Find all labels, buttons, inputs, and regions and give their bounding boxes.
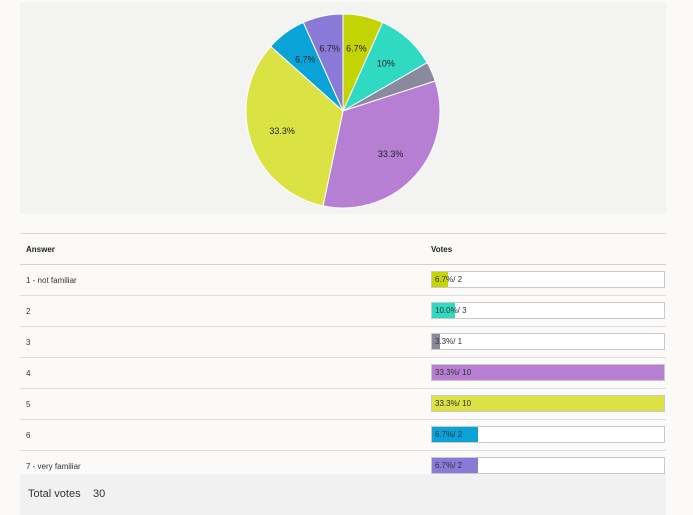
- total-votes-value: 30: [93, 488, 106, 500]
- table-row: 7 - very familiar 6.7%/ 2: [20, 451, 666, 481]
- pie-slice-label: 10%: [377, 59, 395, 69]
- vote-bar-text: 33.3%/ 10: [435, 368, 472, 377]
- table-body: 1 - not familiar 6.7%/ 2 2 10.0%/ 3 3 3.3%/ 1…: [20, 265, 666, 481]
- results-table: Answer Votes 1 - not familiar 6.7%/ 2 2 10.…: [20, 233, 666, 481]
- vote-bar: 6.7%/ 2: [431, 457, 665, 474]
- answer-label: 3: [26, 338, 31, 347]
- answer-label: 7 - very familiar: [26, 462, 81, 471]
- table-row: 5 33.3%/ 10: [20, 389, 666, 420]
- total-votes-panel: Total votes 30: [20, 474, 666, 515]
- pie-slice-label: 6.7%: [346, 43, 367, 53]
- answer-label: 5: [26, 400, 31, 409]
- vote-bar-text: 10.0%/ 3: [435, 306, 467, 315]
- pie-chart-panel: 6.7% 10% 33.3% 33.3% 6.7% 6.7%: [20, 2, 666, 214]
- vote-bar-fill: [432, 365, 664, 380]
- table-row: 2 10.0%/ 3: [20, 296, 666, 327]
- vote-bar-fill: [432, 303, 456, 318]
- vote-bar-text: 6.7%/ 2: [435, 461, 463, 470]
- vote-bar-text: 6.7%/ 2: [435, 275, 463, 284]
- table-row: 3 3.3%/ 1: [20, 327, 666, 358]
- vote-bar-text: 3.3%/ 1: [435, 337, 463, 346]
- answer-column-header: Answer: [26, 245, 55, 254]
- pie-slice-label: 6.7%: [319, 43, 340, 53]
- pie-slice-label: 33.3%: [269, 126, 295, 136]
- pie-slice-label: 6.7%: [295, 54, 316, 64]
- vote-bar: 33.3%/ 10: [431, 395, 665, 412]
- answer-label: 2: [26, 307, 31, 316]
- votes-column-header: Votes: [431, 245, 453, 254]
- vote-bar-fill: [432, 334, 440, 349]
- answer-label: 1 - not familiar: [26, 276, 77, 285]
- vote-bar: 33.3%/ 10: [431, 364, 665, 381]
- table-row: 6 6.7%/ 2: [20, 420, 666, 451]
- vote-bar-text: 6.7%/ 2: [435, 430, 463, 439]
- vote-bar: 3.3%/ 1: [431, 333, 665, 350]
- table-row: 4 33.3%/ 10: [20, 358, 666, 389]
- pie-slice: [302, 13, 344, 112]
- pie-slice: [322, 80, 441, 209]
- vote-bar: 6.7%/ 2: [431, 426, 665, 443]
- vote-bar-fill: [432, 458, 479, 473]
- answer-label: 4: [26, 369, 31, 378]
- vote-bar-fill: [432, 427, 479, 442]
- total-votes-label: Total votes: [28, 488, 81, 500]
- table-row: 1 - not familiar 6.7%/ 2: [20, 265, 666, 296]
- table-header: Answer Votes: [20, 234, 666, 265]
- vote-bar-text: 33.3%/ 10: [435, 399, 472, 408]
- pie-slice: [245, 45, 344, 207]
- pie-chart: 6.7%10%33.3%33.3%6.7%6.7%: [245, 13, 441, 209]
- vote-bar-fill: [432, 272, 448, 287]
- vote-bar-fill: [432, 396, 664, 411]
- vote-bar: 6.7%/ 2: [431, 271, 665, 288]
- answer-label: 6: [26, 431, 31, 440]
- pie-slice-label: 33.3%: [378, 149, 404, 159]
- vote-bar: 10.0%/ 3: [431, 302, 665, 319]
